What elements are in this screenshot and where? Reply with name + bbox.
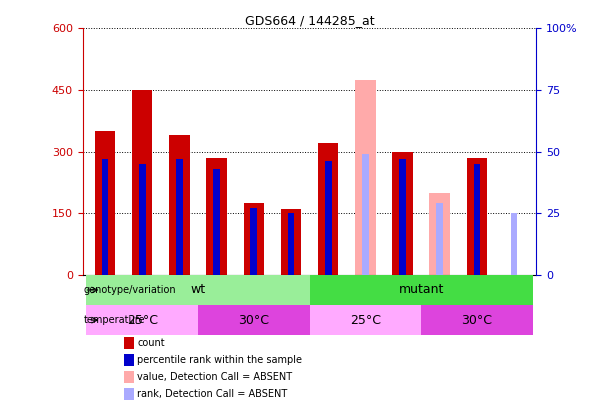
Text: 25°C: 25°C [350, 313, 381, 326]
Bar [198, 305, 310, 335]
Bar [102, 159, 109, 275]
Bar [473, 164, 480, 275]
Text: count: count [137, 338, 165, 348]
Bar [207, 158, 227, 275]
Bar [399, 159, 406, 275]
Bar [86, 305, 198, 335]
Text: 30°C: 30°C [462, 313, 492, 326]
Bar [421, 305, 533, 335]
Bar [124, 371, 134, 383]
Bar [287, 213, 294, 275]
Bar [251, 208, 257, 275]
Bar [132, 90, 153, 275]
Bar [139, 164, 146, 275]
Bar [511, 213, 517, 275]
Bar [355, 80, 376, 275]
Bar [281, 209, 301, 275]
Bar [124, 388, 134, 400]
Bar [392, 151, 413, 275]
Text: wt: wt [191, 284, 205, 296]
Bar [436, 203, 443, 275]
Text: percentile rank within the sample: percentile rank within the sample [137, 355, 302, 365]
Bar [169, 135, 189, 275]
Text: 30°C: 30°C [238, 313, 269, 326]
Bar [124, 354, 134, 366]
Bar [86, 275, 310, 305]
Text: rank, Detection Call = ABSENT: rank, Detection Call = ABSENT [137, 389, 287, 399]
Text: value, Detection Call = ABSENT: value, Detection Call = ABSENT [137, 372, 292, 382]
Text: 25°C: 25°C [127, 313, 158, 326]
Bar [124, 337, 134, 349]
Bar [310, 305, 421, 335]
Text: mutant: mutant [398, 284, 444, 296]
Bar [95, 131, 115, 275]
Text: temperature: temperature [83, 315, 145, 325]
Bar [310, 275, 533, 305]
Bar [243, 203, 264, 275]
Bar [466, 158, 487, 275]
Bar [325, 162, 332, 275]
Bar [213, 169, 220, 275]
Bar [318, 143, 338, 275]
Title: GDS664 / 144285_at: GDS664 / 144285_at [245, 14, 375, 27]
Text: genotype/variation: genotype/variation [83, 285, 176, 295]
Bar [430, 193, 450, 275]
Bar [176, 159, 183, 275]
Bar [362, 154, 368, 275]
